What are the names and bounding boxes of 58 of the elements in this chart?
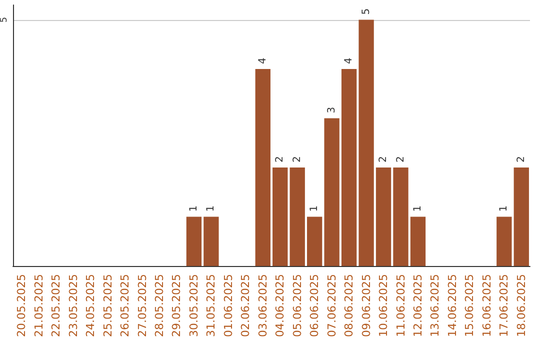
data-label: 4	[257, 58, 268, 64]
bar	[272, 168, 288, 266]
bar	[186, 216, 202, 266]
x-tick-label: 09.06.2025	[360, 274, 373, 338]
x-tick-label: 23.05.2025	[66, 274, 80, 338]
x-tick-label: 25.05.2025	[101, 274, 114, 338]
data-label: 2	[378, 156, 390, 163]
bar	[358, 20, 374, 266]
x-tick-label: 13.06.2025	[428, 274, 442, 338]
bar	[514, 168, 529, 266]
x-tick-label: 10.06.2025	[377, 274, 390, 338]
data-label: 4	[344, 58, 355, 64]
x-tick-label: 27.05.2025	[136, 274, 149, 338]
bar	[496, 216, 512, 266]
bar	[204, 216, 219, 266]
x-tick-label: 17.06.2025	[498, 274, 511, 338]
bar	[255, 69, 270, 266]
x-tick-label: 14.06.2025	[446, 274, 459, 338]
data-label: 1	[498, 205, 510, 212]
data-label: 1	[412, 205, 424, 212]
x-tick-label: 20.05.2025	[15, 274, 28, 338]
data-label: 2	[274, 156, 286, 163]
x-tick-label: 22.05.2025	[50, 274, 63, 338]
x-tick-label: 29.05.2025	[170, 274, 184, 338]
bar	[376, 168, 392, 266]
data-label: 1	[206, 205, 217, 212]
x-tick-label: 01.06.2025	[222, 274, 235, 338]
bar	[290, 168, 305, 266]
x-tick-label: 26.05.2025	[118, 274, 132, 338]
x-tick-label: 30.05.2025	[187, 274, 200, 338]
bar	[324, 118, 340, 266]
x-tick-label: 15.06.2025	[463, 274, 476, 338]
x-tick-label: 02.06.2025	[239, 274, 252, 338]
bar	[393, 168, 408, 266]
x-tick-label: 06.06.2025	[308, 274, 322, 338]
x-tick-label: 03.06.2025	[256, 274, 270, 338]
data-label: 1	[188, 205, 200, 212]
bar	[307, 216, 322, 266]
data-label: 1	[309, 205, 320, 212]
x-tick-label: 18.06.2025	[514, 274, 528, 338]
x-tick-label: 28.05.2025	[152, 274, 166, 338]
x-tick-label: 16.06.2025	[480, 274, 494, 338]
x-tick-label: 31.05.2025	[204, 274, 218, 338]
x-tick-label: 05.06.2025	[290, 274, 304, 338]
x-tick-label: 08.06.2025	[342, 274, 356, 338]
x-tick-label: 04.06.2025	[274, 274, 287, 338]
x-tick-label: 21.05.2025	[32, 274, 46, 338]
data-label: 3	[326, 106, 338, 114]
data-label: 5	[360, 8, 372, 15]
bar	[341, 69, 357, 266]
x-tick-label: 07.06.2025	[325, 274, 338, 338]
x-tick-label: 12.06.2025	[411, 274, 424, 338]
x-tick-label: 24.05.2025	[84, 274, 98, 338]
x-tick-label: 11.06.2025	[394, 274, 408, 338]
data-label: 2	[516, 156, 527, 163]
data-label: 2	[292, 156, 303, 163]
bar	[410, 216, 426, 266]
data-label: 2	[395, 156, 406, 163]
